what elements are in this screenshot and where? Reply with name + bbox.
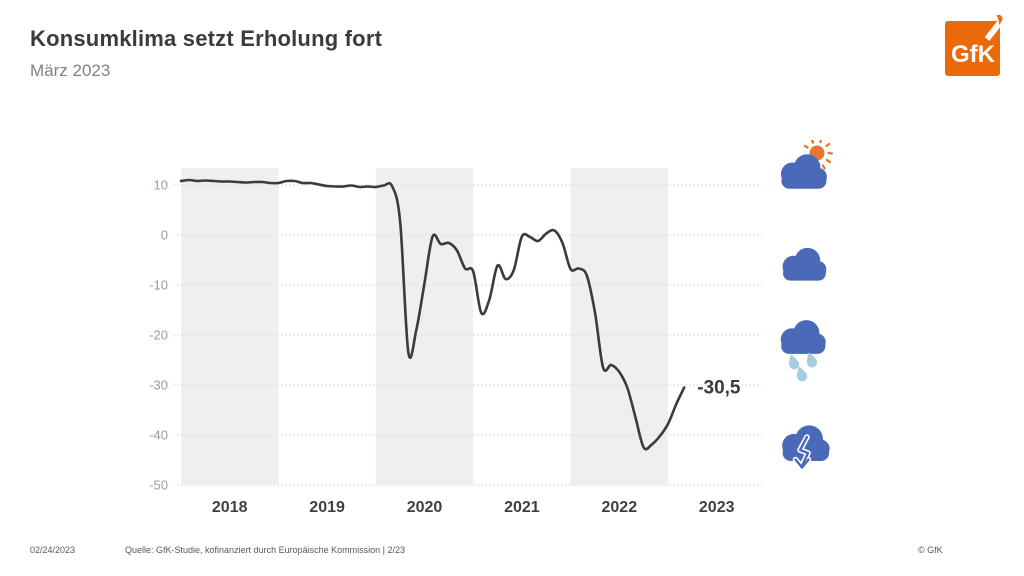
gfk-logo: GfK (945, 14, 1005, 76)
x-year-label: 2020 (407, 499, 443, 516)
latest-value-label: -30,5 (697, 378, 741, 399)
y-tick-label: -10 (149, 278, 168, 293)
year-band (181, 168, 279, 485)
x-year-label: 2023 (699, 499, 735, 516)
rain-cloud-icon (780, 320, 826, 383)
y-tick-label: -20 (149, 328, 168, 343)
y-tick-label: 0 (161, 228, 168, 243)
climate-line (179, 178, 686, 451)
year-band (570, 168, 668, 485)
cloud-down-arrow-icon (782, 425, 830, 471)
gfk-logo-apostrophe (996, 14, 1003, 26)
footer-source: Quelle: GfK-Studie, kofinanziert durch E… (125, 545, 405, 555)
sun-behind-cloud-icon (780, 140, 833, 189)
page-subtitle: März 2023 (30, 61, 111, 80)
y-tick-label: 10 (154, 178, 168, 193)
x-year-label: 2018 (212, 499, 248, 516)
raindrops-icon (786, 350, 819, 383)
x-year-label: 2021 (504, 499, 540, 516)
gfk-logo-square (945, 21, 1000, 76)
y-tick-label: -50 (149, 478, 168, 493)
down-arrow-icon (792, 434, 812, 471)
gfk-logo-text: GfK (951, 41, 996, 68)
x-year-label: 2022 (602, 499, 638, 516)
page-title: Konsumklima setzt Erholung fort (30, 26, 383, 51)
consumer-climate-chart: 10 0 -10 -20 -30 -40 -50 2018 2019 2020 2021 2022 20… (149, 168, 762, 516)
y-tick-label: -40 (149, 428, 168, 443)
year-band (375, 168, 474, 485)
footer-date: 02/24/2023 (30, 545, 76, 555)
footer-copyright: © GfK (918, 545, 943, 555)
y-tick-label: -30 (149, 378, 168, 393)
cloud-icon (782, 247, 827, 281)
cloud-icon (780, 320, 826, 354)
x-year-label: 2019 (309, 499, 345, 516)
